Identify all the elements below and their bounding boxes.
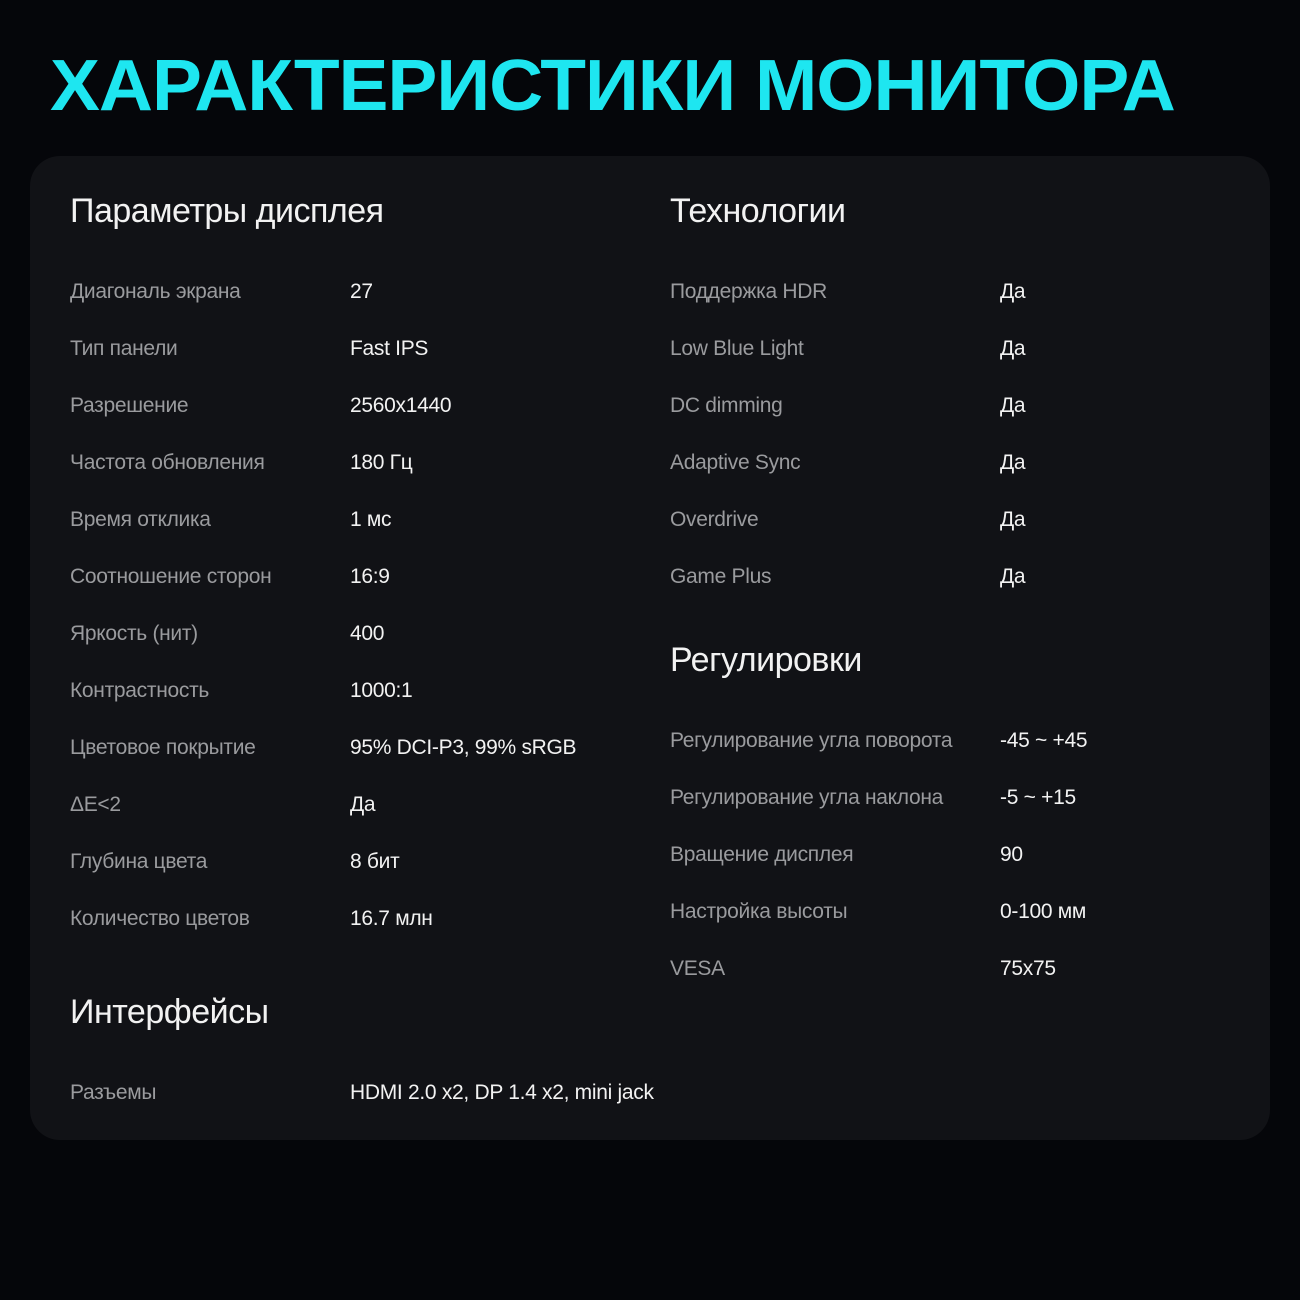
spec-value: 180 Гц xyxy=(350,451,413,474)
spec-label: Вращение дисплея xyxy=(670,843,854,866)
spec-value: Fast IPS xyxy=(350,337,429,360)
spec-value: -5 ~ +15 xyxy=(1000,786,1076,809)
spec-value: Да xyxy=(350,793,376,816)
spec-label: VESA xyxy=(670,957,725,980)
spec-value: Да xyxy=(1000,565,1026,588)
spec-value: 90 xyxy=(1000,843,1023,866)
spec-value: 1000:1 xyxy=(350,679,413,702)
spec-label: ΔE<2 xyxy=(70,793,121,816)
spec-label: Low Blue Light xyxy=(670,337,804,360)
spec-value: 95% DCI-P3, 99% sRGB xyxy=(350,736,577,759)
spec-label: Adaptive Sync xyxy=(670,451,801,474)
section-heading: Параметры дисплея xyxy=(70,192,384,230)
spec-label: Overdrive xyxy=(670,508,759,531)
spec-label: Время отклика xyxy=(70,508,211,531)
spec-label: Разъемы xyxy=(70,1081,157,1104)
spec-label: Диагональ экрана xyxy=(70,280,241,303)
spec-value: 16.7 млн xyxy=(350,907,433,930)
spec-value: Да xyxy=(1000,337,1026,360)
spec-label: Цветовое покрытие xyxy=(70,736,256,759)
spec-label: Глубина цвета xyxy=(70,850,208,873)
spec-label: Частота обновления xyxy=(70,451,265,474)
spec-label: Контрастность xyxy=(70,679,210,702)
section-heading: Регулировки xyxy=(670,641,862,679)
spec-label: Настройка высоты xyxy=(670,900,848,923)
spec-value: 400 xyxy=(350,622,385,645)
specs-card xyxy=(30,156,1270,1140)
spec-value: 16:9 xyxy=(350,565,390,588)
spec-label: Регулирование угла поворота xyxy=(670,729,953,752)
spec-value: Да xyxy=(1000,451,1026,474)
spec-label: Яркость (нит) xyxy=(70,622,198,645)
spec-value: 8 бит xyxy=(350,850,400,873)
spec-label: Количество цветов xyxy=(70,907,250,930)
spec-label: Разрешение xyxy=(70,394,189,417)
spec-value: Да xyxy=(1000,280,1026,303)
spec-value: 2560x1440 xyxy=(350,394,452,417)
spec-value: 75x75 xyxy=(1000,957,1056,980)
section-heading: Технологии xyxy=(670,192,846,230)
spec-value: 1 мс xyxy=(350,508,392,531)
spec-label: Соотношение сторон xyxy=(70,565,272,588)
spec-value: Да xyxy=(1000,508,1026,531)
spec-value: Да xyxy=(1000,394,1026,417)
spec-value: 27 xyxy=(350,280,373,303)
spec-label: Тип панели xyxy=(70,337,178,360)
spec-label: Регулирование угла наклона xyxy=(670,786,944,809)
spec-label: Game Plus xyxy=(670,565,772,588)
spec-value: HDMI 2.0 x2, DP 1.4 x2, mini jack xyxy=(350,1081,654,1104)
section-heading: Интерфейсы xyxy=(70,993,269,1031)
spec-label: Поддержка HDR xyxy=(670,280,827,303)
spec-value: -45 ~ +45 xyxy=(1000,729,1088,752)
spec-value: 0-100 мм xyxy=(1000,900,1087,923)
page-title: ХАРАКТЕРИСТИКИ МОНИТОРА xyxy=(50,46,1176,126)
spec-label: DC dimming xyxy=(670,394,783,417)
